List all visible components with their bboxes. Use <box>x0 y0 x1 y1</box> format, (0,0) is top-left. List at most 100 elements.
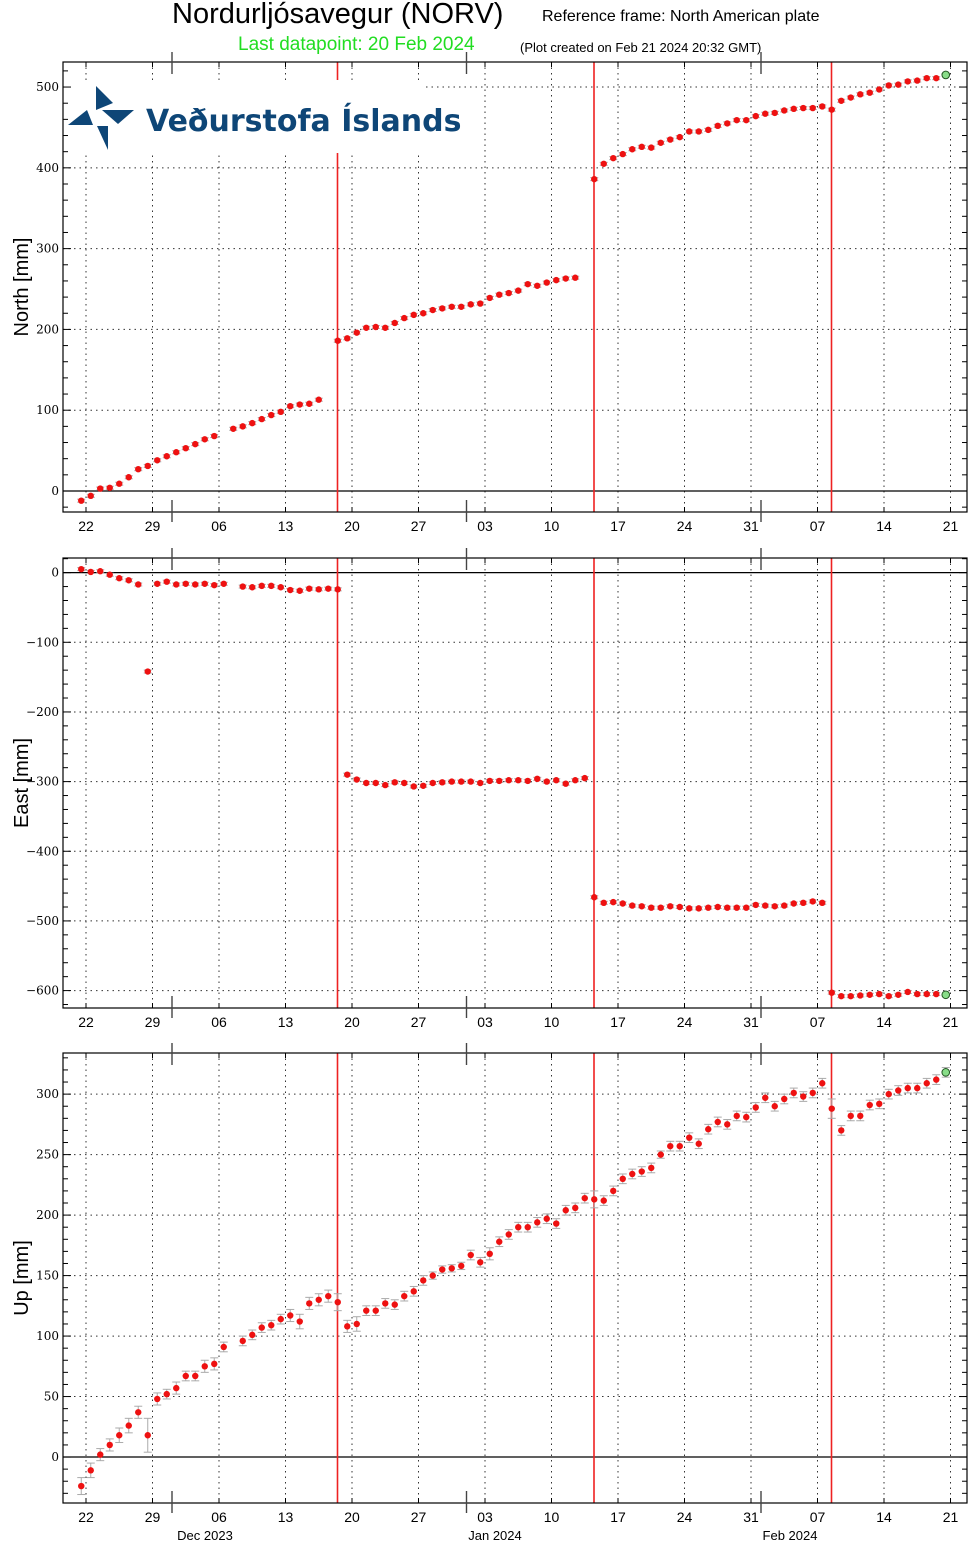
data-point <box>895 81 902 88</box>
data-point <box>781 902 788 909</box>
x-tick-label: 03 <box>477 1509 493 1525</box>
data-point <box>904 1084 911 1092</box>
data-point <box>448 1265 455 1272</box>
data-point <box>695 905 702 912</box>
data-point <box>676 1142 683 1150</box>
data-point <box>591 894 598 901</box>
data-point <box>838 97 845 104</box>
data-point <box>733 1112 740 1120</box>
panel-north: Veðurstofa Íslands 0 100 200 300 400 500 North … <box>11 52 968 534</box>
data-point <box>686 128 693 135</box>
data-point <box>819 103 826 110</box>
data-point <box>125 474 132 481</box>
data-point <box>239 583 246 590</box>
data-point <box>809 898 816 905</box>
data-point <box>543 1215 550 1222</box>
data-point <box>106 571 113 578</box>
data-point <box>154 580 161 587</box>
data-point <box>211 581 218 589</box>
x-tick-label: 17 <box>610 518 626 534</box>
data-point <box>543 778 550 785</box>
x-tick-label: 14 <box>876 1014 892 1030</box>
month-label: Feb 2024 <box>763 1528 818 1543</box>
data-point <box>619 900 626 907</box>
data-point <box>800 1093 807 1100</box>
y-tick-label: 50 <box>44 1390 59 1404</box>
data-point <box>496 291 503 298</box>
data-point <box>249 584 256 591</box>
x-tick-label: 31 <box>743 1014 759 1030</box>
data-point <box>486 294 493 302</box>
data-point <box>306 585 313 592</box>
data-point <box>163 1390 170 1398</box>
data-point <box>125 577 132 584</box>
data-point <box>315 586 322 593</box>
data-point <box>667 136 674 143</box>
data-point <box>638 143 645 151</box>
data-point <box>135 1409 142 1416</box>
y-axis-label: North [mm] <box>11 238 33 337</box>
data-point <box>344 1323 351 1330</box>
y-tick-label: 400 <box>36 161 59 175</box>
data-point <box>914 990 921 998</box>
data-point <box>591 175 598 183</box>
data-point <box>705 904 712 911</box>
data-point <box>448 303 455 310</box>
data-point <box>78 565 85 573</box>
y-tick-label: 250 <box>36 1148 59 1162</box>
data-point <box>344 771 351 778</box>
data-point <box>429 306 436 314</box>
x-tick-label: 31 <box>743 518 759 534</box>
y-tick-label: −100 <box>26 635 59 649</box>
data-point <box>258 415 265 423</box>
data-point <box>762 902 769 909</box>
data-point <box>391 319 398 327</box>
data-point <box>676 133 683 141</box>
x-tick-label: 27 <box>411 518 427 534</box>
data-point <box>287 1312 294 1319</box>
x-tick-label: 07 <box>810 518 826 534</box>
y-tick-label: 200 <box>36 322 59 336</box>
data-point <box>496 1238 503 1245</box>
data-point <box>610 154 617 162</box>
data-point <box>524 1223 531 1231</box>
data-point <box>353 329 360 336</box>
y-tick-label: −400 <box>26 844 59 858</box>
data-point <box>600 160 607 167</box>
month-label: Dec 2023 <box>177 1528 233 1543</box>
data-point <box>790 105 797 113</box>
data-point <box>866 991 873 998</box>
data-point <box>904 988 911 996</box>
data-point <box>477 779 484 787</box>
data-point <box>296 1318 303 1325</box>
data-point <box>163 453 170 460</box>
data-point <box>553 276 560 284</box>
data-point <box>705 1126 712 1133</box>
data-point <box>306 400 313 407</box>
data-point <box>752 1104 759 1111</box>
data-point <box>496 777 503 785</box>
data-point <box>600 1197 607 1204</box>
data-point <box>819 899 826 907</box>
y-tick-label: 150 <box>36 1269 59 1283</box>
data-point <box>581 1194 588 1202</box>
data-point <box>353 1320 360 1328</box>
data-point <box>325 1292 332 1300</box>
data-point <box>315 396 322 403</box>
data-point <box>800 104 807 112</box>
x-tick-label: 03 <box>477 1014 493 1030</box>
data-point <box>724 120 731 127</box>
data-point <box>353 776 360 783</box>
data-point <box>372 323 379 331</box>
data-point <box>258 582 265 590</box>
data-point <box>230 425 237 432</box>
x-tick-label: 13 <box>278 1014 294 1030</box>
data-point <box>657 1151 664 1158</box>
data-point <box>743 904 750 911</box>
data-point <box>154 457 161 464</box>
x-tick-label: 06 <box>211 1014 227 1030</box>
data-point <box>163 578 170 585</box>
data-point <box>173 449 180 456</box>
data-point <box>382 781 389 789</box>
x-tick-label: 13 <box>278 518 294 534</box>
